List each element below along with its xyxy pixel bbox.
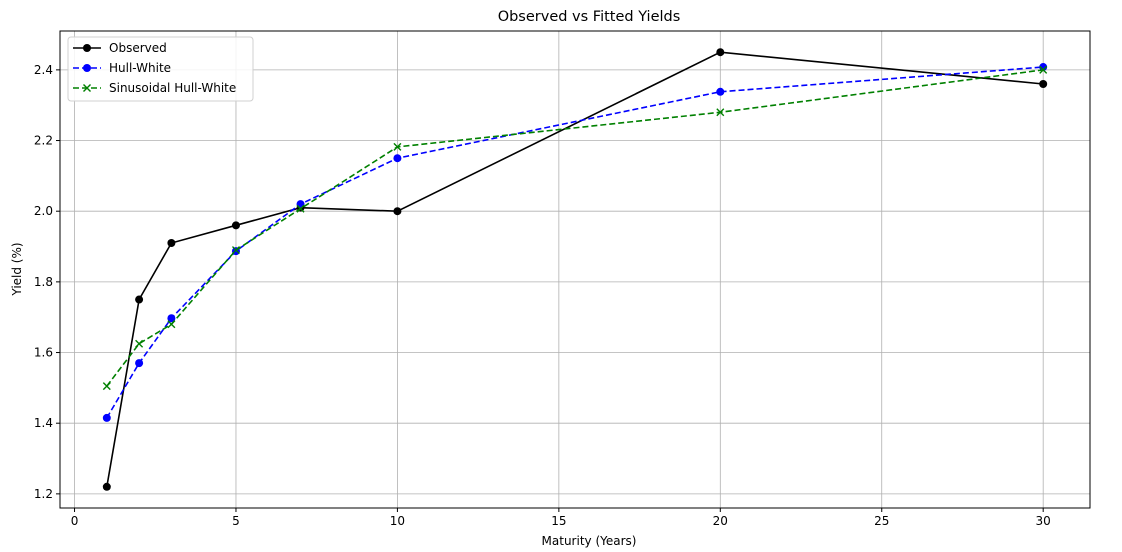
data-point (716, 48, 725, 57)
series-2 (102, 65, 1048, 391)
legend-entry: Observed (73, 41, 167, 55)
x-tick-label: 5 (232, 514, 240, 528)
data-point (167, 320, 176, 329)
x-tick-label: 0 (71, 514, 79, 528)
data-point (296, 200, 305, 209)
y-axis-label: Yield (%) (10, 242, 24, 296)
data-point (1039, 65, 1048, 74)
y-tick-label: 1.6 (34, 346, 53, 360)
y-tick-label: 2.2 (34, 134, 53, 148)
y-tick-label: 2.0 (34, 204, 53, 218)
series-line-1 (106, 66, 1044, 419)
data-point (102, 482, 111, 491)
data-point (231, 221, 240, 230)
data-point (393, 154, 402, 163)
data-point (167, 314, 176, 323)
y-tick-label: 1.4 (34, 416, 53, 430)
y-tick-label: 1.2 (34, 487, 53, 501)
data-point (1039, 80, 1048, 88)
x-tick-label: 10 (390, 514, 405, 528)
ticks: 0 5 10 15 20 25 30 1.2 1.4 1.6 1.8 2.0 2.2 2.4 (34, 63, 1051, 528)
legend-box (67, 36, 254, 102)
data-point (135, 339, 144, 348)
data-point (231, 246, 240, 255)
series-line-2 (106, 69, 1044, 387)
data-point (716, 87, 725, 96)
grid (60, 31, 1090, 508)
legend-marker (83, 84, 91, 92)
legend-entry: Hull-White (73, 61, 171, 75)
series-0 (102, 48, 1048, 491)
legend-label: Observed (109, 41, 167, 55)
data-point (716, 108, 725, 117)
data-point (102, 382, 111, 391)
y-tick-label: 2.4 (34, 63, 53, 77)
legend: Observed Hull-White Sinusoidal Hull-White (67, 36, 254, 102)
x-tick-label: 25 (874, 514, 889, 528)
plot-frame (59, 30, 1091, 509)
legend-label: Hull-White (109, 61, 171, 75)
legend-entry: Sinusoidal Hull-White (73, 81, 236, 95)
data-point (135, 359, 144, 368)
data-point (393, 142, 402, 151)
y-tick-label: 1.8 (34, 275, 53, 289)
legend-marker (83, 64, 91, 72)
legend-marker (83, 44, 91, 52)
data-point (393, 207, 402, 216)
x-axis-label: Maturity (Years) (542, 534, 637, 548)
data-point (135, 295, 144, 304)
series-layer (102, 48, 1048, 491)
data-point (167, 239, 176, 247)
x-tick-label: 20 (713, 514, 728, 528)
x-tick-label: 15 (551, 514, 566, 528)
data-point (1039, 63, 1048, 72)
chart-title: Observed vs Fitted Yields (498, 9, 681, 25)
data-point (102, 413, 111, 422)
data-point (296, 204, 305, 213)
x-tick-label: 30 (1036, 514, 1051, 528)
series-line-0 (106, 51, 1044, 487)
legend-label: Sinusoidal Hull-White (109, 81, 236, 95)
